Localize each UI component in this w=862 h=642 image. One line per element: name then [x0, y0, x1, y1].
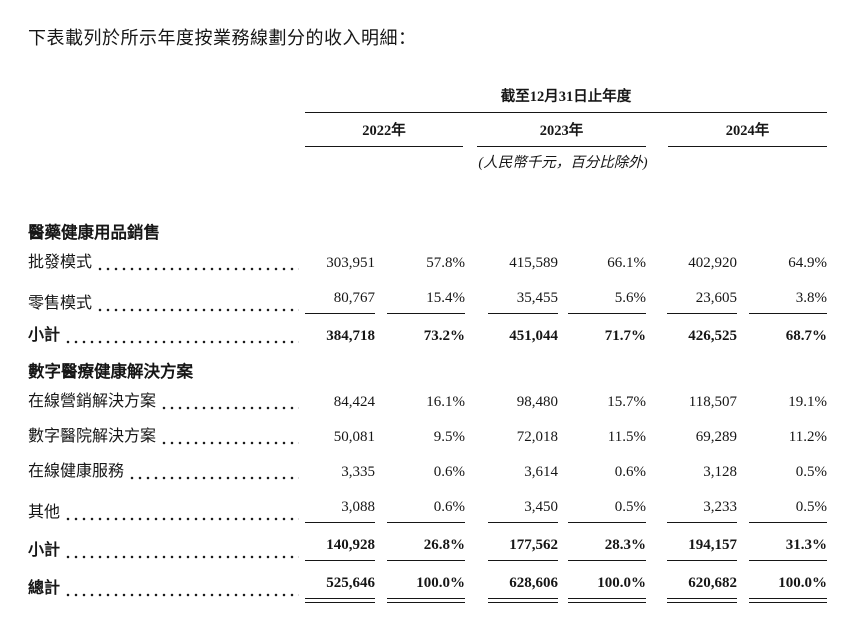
year-header-2023: 2023年	[477, 122, 646, 147]
percent-cell: 11.2%	[788, 429, 827, 445]
percent-cell: 100.0%	[387, 573, 465, 603]
section-row: 數字醫療健康解決方案	[28, 353, 827, 384]
period-header-rule: 截至12月31日止年度	[305, 88, 827, 113]
amount-cell: 23,605	[667, 288, 737, 314]
percent-cell: 0.6%	[433, 464, 465, 480]
amount-cell: 118,507	[688, 394, 737, 410]
amount-cell: 69,289	[695, 429, 737, 445]
amount-cell: 177,562	[488, 535, 558, 561]
table-head-section: 截至12月31日止年度 2022年 2023年 2024年 (人民幣千元，百分比…	[28, 88, 827, 214]
dot-leader	[161, 432, 299, 446]
amount-cell: 80,767	[305, 288, 375, 314]
percent-cell: 71.7%	[604, 328, 646, 344]
amount-cell: 3,128	[703, 464, 737, 480]
dot-leader	[65, 546, 299, 560]
year-header-2022: 2022年	[305, 122, 463, 147]
amount-cell: 451,044	[509, 328, 558, 344]
percent-cell: 68.7%	[785, 328, 827, 344]
dot-leader	[65, 331, 299, 345]
percent-cell: 28.3%	[568, 535, 646, 561]
percent-cell: 57.8%	[426, 255, 465, 271]
intro-paragraph: 下表載列於所示年度按業務線劃分的收入明細：	[28, 28, 417, 48]
percent-cell: 19.1%	[788, 394, 827, 410]
table-row: 數字醫院解決方案 50,081 9.5% 72,018 11.5% 69,289 11.2%	[28, 419, 827, 454]
percent-cell: 0.5%	[749, 497, 827, 523]
unit-note-row: (人民幣千元，百分比除外)	[28, 147, 827, 214]
table-row: 小計 140,928 26.8% 177,562 28.3% 194,157 31.3%	[28, 523, 827, 561]
amount-cell: 3,233	[667, 497, 737, 523]
percent-cell: 26.8%	[387, 535, 465, 561]
percent-cell: 9.5%	[433, 429, 465, 445]
amount-cell: 3,614	[524, 464, 558, 480]
amount-cell: 620,682	[667, 573, 737, 603]
percent-cell: 15.4%	[387, 288, 465, 314]
year-header-2024: 2024年	[668, 122, 827, 147]
table-row: 總計 525,646 100.0% 628,606 100.0% 620,682 100.0…	[28, 561, 827, 609]
row-label: 批發模式	[28, 254, 93, 271]
revenue-table: 截至12月31日止年度 2022年 2023年 2024年 (人民幣千元，百分比…	[28, 88, 827, 609]
period-header-row: 截至12月31日止年度	[28, 88, 827, 113]
document-page: 下表載列於所示年度按業務線劃分的收入明細： 截至12月31日止年度 2022年 …	[28, 28, 827, 609]
table-row: 批發模式 303,951 57.8% 415,589 66.1% 402,920 64.9%	[28, 245, 827, 280]
amount-cell: 194,157	[667, 535, 737, 561]
amount-cell: 3,088	[305, 497, 375, 523]
row-label: 在線健康服務	[28, 463, 125, 480]
row-label: 小計	[28, 542, 61, 559]
amount-cell: 50,081	[333, 429, 375, 445]
amount-cell: 72,018	[516, 429, 558, 445]
amount-cell: 628,606	[488, 573, 558, 603]
amount-cell: 384,718	[326, 328, 375, 344]
amount-cell: 3,450	[488, 497, 558, 523]
dot-leader	[161, 397, 299, 411]
row-label: 總計	[28, 580, 61, 597]
amount-cell: 303,951	[326, 255, 375, 271]
percent-cell: 73.2%	[423, 328, 465, 344]
amount-cell: 426,525	[688, 328, 737, 344]
percent-cell: 0.5%	[568, 497, 646, 523]
amount-cell: 35,455	[488, 288, 558, 314]
year-header-row: 2022年 2023年 2024年	[28, 113, 827, 147]
dot-leader	[97, 258, 299, 272]
section-row: 醫藥健康用品銷售	[28, 214, 827, 245]
percent-cell: 16.1%	[426, 394, 465, 410]
table-row: 小計 384,718 73.2% 451,044 71.7% 426,525 68.7%	[28, 314, 827, 353]
period-header: 截至12月31日止年度	[500, 89, 632, 105]
table-body: 醫藥健康用品銷售 批發模式 303,951 57.8% 415,589 66.1% 402,…	[28, 214, 827, 609]
percent-cell: 3.8%	[749, 288, 827, 314]
row-label: 小計	[28, 327, 61, 344]
percent-cell: 66.1%	[607, 255, 646, 271]
dot-leader	[65, 508, 299, 522]
amount-cell: 3,335	[341, 464, 375, 480]
table-row: 在線營銷解決方案 84,424 16.1% 98,480 15.7% 118,507 19.…	[28, 384, 827, 419]
section-label: 數字醫療健康解決方案	[28, 362, 193, 381]
dot-leader	[129, 467, 299, 481]
row-label: 零售模式	[28, 295, 93, 312]
row-label: 數字醫院解決方案	[28, 428, 157, 445]
dot-leader	[97, 299, 299, 313]
amount-cell: 98,480	[516, 394, 558, 410]
row-label: 其他	[28, 504, 61, 521]
dot-leader	[65, 584, 299, 598]
percent-cell: 15.7%	[607, 394, 646, 410]
percent-cell: 0.6%	[614, 464, 646, 480]
percent-cell: 31.3%	[749, 535, 827, 561]
table-row: 零售模式 80,767 15.4% 35,455 5.6% 23,605 3.8%	[28, 280, 827, 314]
table-row: 在線健康服務 3,335 0.6% 3,614 0.6% 3,128 0.5%	[28, 454, 827, 489]
amount-cell: 402,920	[688, 255, 737, 271]
unit-note: (人民幣千元，百分比除外)	[478, 155, 648, 171]
percent-cell: 0.5%	[795, 464, 827, 480]
amount-cell: 140,928	[305, 535, 375, 561]
amount-cell: 415,589	[509, 255, 558, 271]
amount-cell: 84,424	[333, 394, 375, 410]
table-row: 其他 3,088 0.6% 3,450 0.5% 3,233 0.5%	[28, 489, 827, 523]
percent-cell: 64.9%	[788, 255, 827, 271]
percent-cell: 5.6%	[568, 288, 646, 314]
percent-cell: 11.5%	[607, 429, 646, 445]
percent-cell: 100.0%	[568, 573, 646, 603]
row-label: 在線營銷解決方案	[28, 393, 157, 410]
percent-cell: 100.0%	[749, 573, 827, 603]
percent-cell: 0.6%	[387, 497, 465, 523]
section-label: 醫藥健康用品銷售	[28, 223, 160, 242]
amount-cell: 525,646	[305, 573, 375, 603]
